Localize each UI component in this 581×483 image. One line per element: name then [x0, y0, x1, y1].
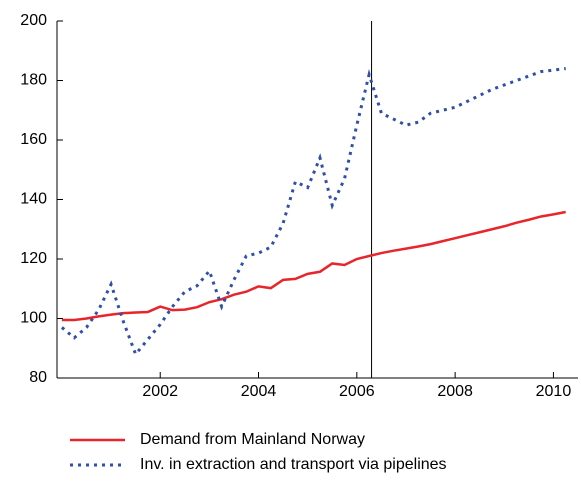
legend-label: Inv. in extraction and transport via pip… — [140, 456, 447, 473]
series-line — [60, 67, 566, 358]
y-tick-label: 100 — [20, 310, 47, 327]
y-tick-label: 200 — [20, 12, 47, 29]
y-tick-label: 180 — [20, 72, 47, 89]
legend-label: Demand from Mainland Norway — [140, 431, 365, 448]
series-line — [61, 210, 566, 322]
y-tick-label: 160 — [20, 131, 47, 148]
x-tick-label: 2010 — [536, 383, 572, 400]
y-tick-label: 140 — [20, 191, 47, 208]
x-tick-label: 2004 — [241, 383, 277, 400]
x-tick-label: 2006 — [339, 383, 375, 400]
x-tick-label: 2008 — [437, 383, 473, 400]
x-tick-label: 2002 — [142, 383, 178, 400]
y-tick-label: 120 — [20, 250, 47, 267]
y-tick-label: 80 — [29, 369, 47, 386]
